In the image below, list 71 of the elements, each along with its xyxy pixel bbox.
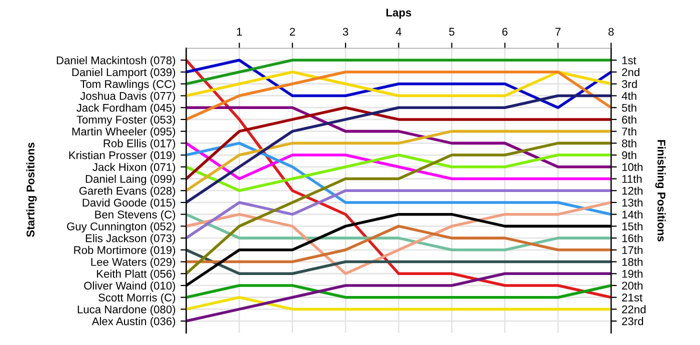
category-label: Tommy Foster (053) <box>76 115 176 126</box>
category-label: Jack Fordham (045) <box>76 104 176 114</box>
y-tick-label: 18th <box>622 258 642 266</box>
x-axis-title: Laps <box>386 8 412 19</box>
category-label: Kristian Prosser (019) <box>69 151 176 162</box>
category-label: Daniel Mackintosh (078) <box>56 56 176 66</box>
category-label: Lee Waters (029) <box>91 258 176 268</box>
category-label: Daniel Lamport (039) <box>72 68 176 78</box>
category-label: Martin Wheeler (095) <box>72 127 176 138</box>
y-tick-label: 1st <box>622 56 636 64</box>
y-tick-label: 21st <box>622 294 642 302</box>
category-label: Ben Stevens (C) <box>95 210 176 221</box>
y-tick-label: 17th <box>622 246 642 254</box>
category-label: David Goode (015) <box>82 198 176 209</box>
x-tick-label: 1 <box>237 28 242 36</box>
line-series <box>186 142 612 216</box>
y-tick-label: 7th <box>622 127 636 136</box>
line-series <box>186 70 612 121</box>
line-series <box>186 201 612 276</box>
category-label: Rob Ellis (017) <box>104 139 176 150</box>
category-label: Gareth Evans (028) <box>79 186 176 197</box>
y-tick-label: 8th <box>622 139 636 148</box>
y-tick-label: 2nd <box>622 68 640 76</box>
y-tick-label: 5th <box>622 104 636 112</box>
y-tick-label: 4th <box>622 92 636 100</box>
category-label: Keith Platt (056) <box>97 270 176 280</box>
category-label: Alex Austin (036) <box>92 317 176 328</box>
y-tick-label: 19th <box>622 270 642 278</box>
category-label: Elis Jackson (073) <box>86 234 176 244</box>
category-label: Rob Mortimore (019) <box>74 246 176 256</box>
y-axis-title: Finishing Positions <box>655 140 666 242</box>
line-series <box>186 130 612 192</box>
text: Starting Positions <box>26 142 37 237</box>
y-tick-label: 20th <box>622 281 642 290</box>
y-tick-label: 3rd <box>622 80 637 88</box>
y-tick-label: 11th <box>622 174 642 183</box>
y-tick-label: 12th <box>622 186 642 195</box>
x-tick-label: 3 <box>342 28 348 36</box>
line-series <box>186 272 612 322</box>
y-tick-label: 15th <box>622 222 642 230</box>
category-label: Tom Rawlings (CC) <box>80 80 176 90</box>
category-label: Scott Morris (C) <box>98 293 176 304</box>
x-tick-label: 6 <box>502 28 508 36</box>
category-label: Jack Hixon (071) <box>92 162 176 174</box>
line-series <box>186 142 612 276</box>
y-tick-label: 9th <box>622 151 636 160</box>
x-tick-label: 4 <box>396 28 402 36</box>
category-label: Joshua Davis (077) <box>80 92 176 102</box>
y-tick-label: 13th <box>622 198 642 207</box>
x-tick-label: 7 <box>555 28 561 36</box>
x-tick-label: 2 <box>290 28 295 36</box>
y-tick-label: 23rd <box>622 317 644 326</box>
x-tick-label: 8 <box>608 28 614 36</box>
line-series <box>186 58 612 109</box>
y-tick-label: 16th <box>622 234 642 242</box>
line-series <box>186 142 612 180</box>
y-tick-label: 10th <box>622 162 642 172</box>
y-tick-label: 22nd <box>622 305 646 314</box>
line-series <box>186 94 612 204</box>
y-tick-label: 14th <box>622 210 642 218</box>
x-tick-label: 5 <box>449 28 454 36</box>
line-series <box>186 224 612 264</box>
category-label: Luca Nardone (080) <box>78 305 176 316</box>
category-label: Oliver Waind (010) <box>84 281 176 292</box>
line-series <box>186 106 612 180</box>
y-tick-label: 6th <box>622 115 636 124</box>
category-label: Daniel Laing (099) <box>86 174 176 186</box>
line-series <box>186 154 612 192</box>
category-label: Guy Cunnington (052) <box>67 222 176 233</box>
line-series <box>186 106 612 168</box>
line-series <box>186 189 612 240</box>
